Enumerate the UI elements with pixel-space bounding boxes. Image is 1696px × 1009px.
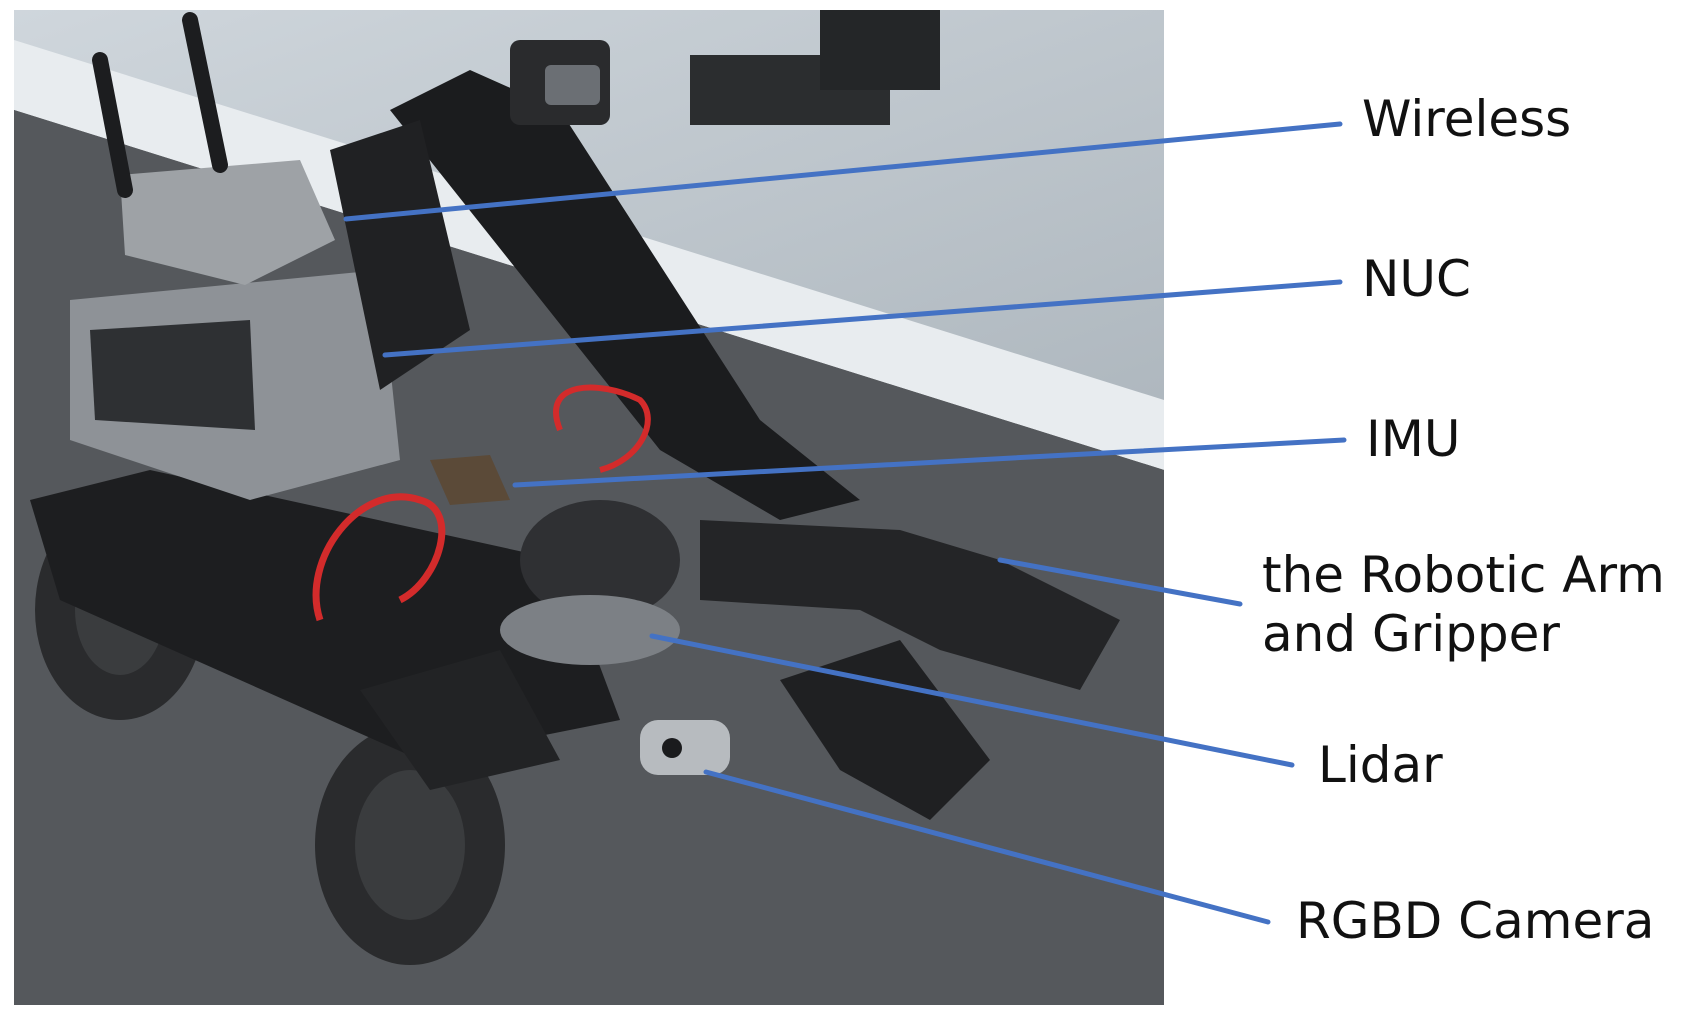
label-imu-text: IMU <box>1366 410 1460 468</box>
label-rgbd-camera: RGBD Camera <box>1296 892 1654 951</box>
label-robotic-arm: the Robotic Arm and Gripper <box>1262 546 1665 664</box>
label-nuc-text: NUC <box>1362 250 1471 308</box>
leader-lidar <box>652 636 1292 765</box>
label-lidar-text: Lidar <box>1318 736 1443 794</box>
label-arm-line2: and Gripper <box>1262 605 1665 664</box>
label-arm-line1: the Robotic Arm <box>1262 546 1665 605</box>
leader-rgbd <box>706 772 1268 922</box>
label-imu: IMU <box>1366 410 1460 469</box>
label-rgbd-text: RGBD Camera <box>1296 892 1654 950</box>
label-nuc: NUC <box>1362 250 1471 309</box>
label-lidar: Lidar <box>1318 736 1443 795</box>
label-wireless-text: Wireless <box>1362 90 1571 148</box>
label-wireless: Wireless <box>1362 90 1571 149</box>
leader-nuc <box>385 282 1340 355</box>
leader-imu <box>515 440 1344 485</box>
leader-wireless <box>346 124 1340 219</box>
leader-arm <box>1000 560 1240 604</box>
